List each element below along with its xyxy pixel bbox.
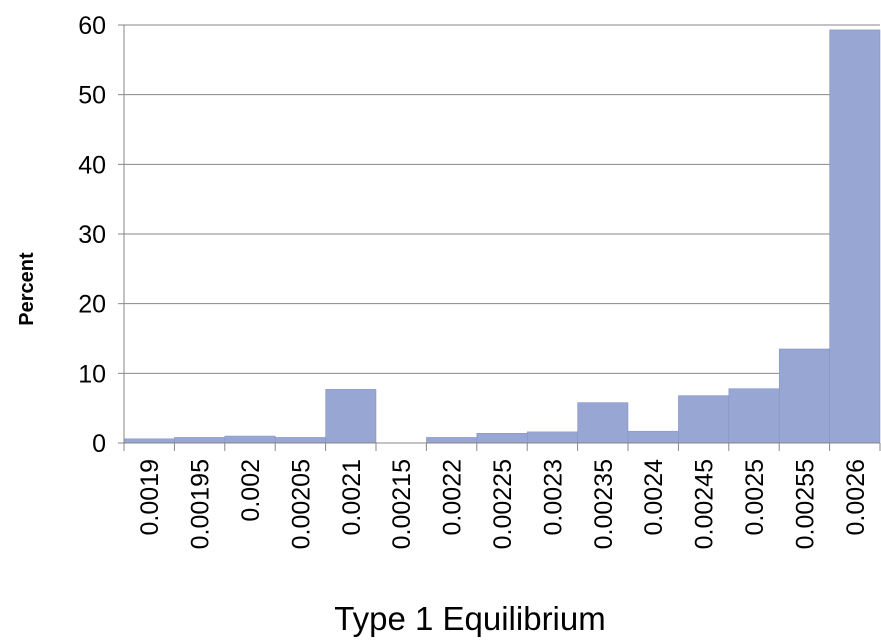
bar <box>829 29 881 444</box>
bars <box>123 29 881 444</box>
x-tick-label: 0.0024 <box>640 459 668 536</box>
bar <box>224 435 276 444</box>
bar <box>174 437 226 444</box>
bar <box>526 431 578 444</box>
x-tick-label: 0.0026 <box>842 459 870 535</box>
y-tick-labels: 0 10 20 30 40 50 60 <box>78 12 106 458</box>
y-tick-label: 60 <box>78 12 106 40</box>
bar <box>678 395 730 444</box>
x-tick-label: 0.0022 <box>439 459 467 535</box>
y-tick-label: 40 <box>78 151 106 179</box>
x-tick-labels: 0.0019 0.00195 0.002 0.00205 0.0021 0.00215 0.… <box>136 459 870 549</box>
x-tick-label: 0.00225 <box>489 459 517 549</box>
gridlines <box>124 24 880 374</box>
y-tick-label: 30 <box>78 221 106 249</box>
x-tick-label: 0.00235 <box>590 459 618 549</box>
bar <box>274 437 326 444</box>
bar <box>325 389 377 444</box>
x-tick-label: 0.0025 <box>741 459 769 535</box>
bar <box>577 402 629 444</box>
y-axis-title: Percent <box>16 252 38 326</box>
bar <box>426 437 478 444</box>
x-tick-label: 0.00205 <box>287 459 315 549</box>
axes <box>118 24 881 451</box>
x-tick-label: 0.00195 <box>187 459 215 549</box>
bar <box>778 348 830 444</box>
x-tick-label: 0.0019 <box>136 459 164 535</box>
y-tick-label: 0 <box>92 430 106 458</box>
bar <box>123 438 175 444</box>
bar <box>728 388 780 444</box>
y-tick-label: 10 <box>78 360 106 388</box>
y-tick-label: 20 <box>78 291 106 319</box>
x-tick-label: 0.00255 <box>791 459 819 549</box>
x-tick-label: 0.00245 <box>691 459 719 549</box>
x-tick-label: 0.002 <box>237 459 265 522</box>
x-tick-label: 0.0021 <box>338 459 366 535</box>
x-tick-label: 0.0023 <box>539 459 567 535</box>
bar <box>476 432 528 444</box>
x-axis-title: Type 1 Equilibrium <box>334 600 605 637</box>
bar <box>627 430 679 444</box>
x-tick-label: 0.00215 <box>388 459 416 549</box>
y-tick-label: 50 <box>78 82 106 110</box>
